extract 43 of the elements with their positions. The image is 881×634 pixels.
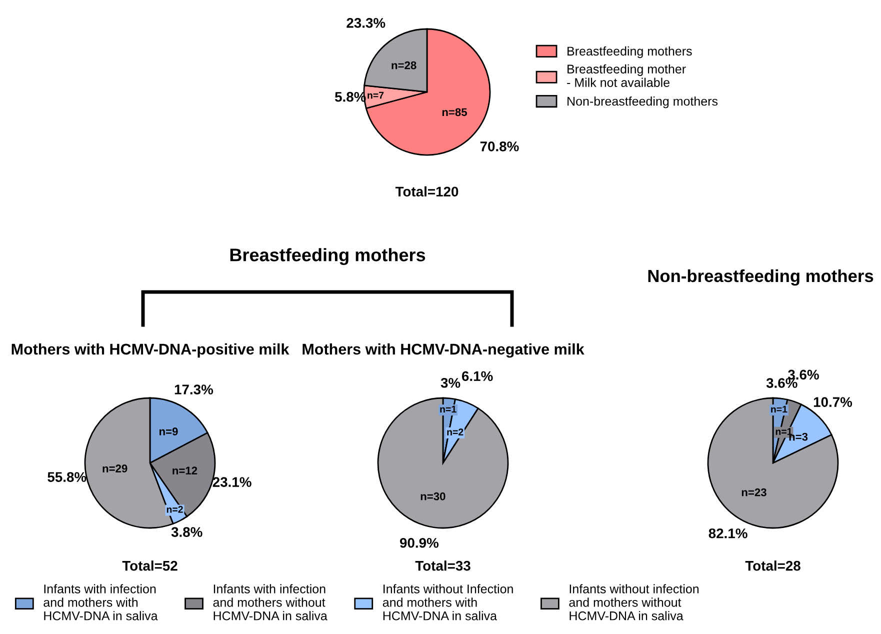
text: Total=52 [122, 560, 178, 571]
legend-label: Infants with infection and mothers with HCMV-DNA in saliva [44, 584, 158, 620]
legend-label: Infants without Infection and mothers with HCMV-DNA in saliva [382, 584, 513, 620]
text: Total=120 [395, 186, 458, 197]
legend-label: Non-breastfeeding mothers [568, 96, 718, 108]
legend-label: Infants with infection and mothers without HCMV-DNA in saliva [213, 584, 328, 620]
text: Breastfeeding mothers [230, 248, 426, 265]
data-label: n=7 [368, 92, 384, 99]
text: 3% [440, 378, 460, 388]
data-label: n=3 [789, 432, 808, 441]
chart-title: Mothers with HCMV-DNA-positive milk [12, 343, 290, 358]
data-label: n=12 [172, 466, 198, 474]
data-label: n=2 [166, 506, 183, 513]
text: 6.1% [462, 371, 493, 382]
legend-label: Infants without infection and mothers without HCMV-DNA in saliva [569, 584, 699, 620]
text: 82.1% [708, 528, 748, 538]
data-label: n=9 [160, 428, 178, 436]
text: 55.8% [48, 472, 86, 482]
text: 90.9% [400, 538, 439, 548]
text: 3.6% [788, 370, 819, 380]
text: Total=28 [745, 560, 800, 571]
text: Total=33 [415, 560, 470, 571]
text: 10.7% [814, 397, 852, 407]
data-label: n=1 [771, 406, 788, 413]
data-label: n=29 [102, 464, 128, 472]
chart-title: Mothers with HCMV-DNA-negative milk [302, 343, 584, 358]
data-label: n=85 [442, 108, 467, 116]
data-label: n=1 [440, 406, 456, 412]
text: 70.8% [480, 142, 519, 152]
text: 23.1% [212, 477, 252, 487]
text: 17.3% [174, 384, 214, 394]
text: 23.3% [346, 18, 386, 28]
data-label: n=28 [392, 61, 416, 70]
data-label: n=2 [447, 428, 464, 436]
text: Non-breastfeeding mothers [648, 269, 874, 286]
legend-label: Breastfeeding mother - Milk not available [567, 64, 686, 87]
legend-label: Breastfeeding mothers [568, 46, 692, 58]
pie-slice [377, 397, 509, 529]
data-label: n=30 [420, 492, 446, 500]
text: 3.6% [766, 378, 798, 388]
data-label: n=1 [776, 428, 792, 435]
text: 3.8% [171, 527, 202, 537]
data-label: n=23 [742, 488, 766, 496]
